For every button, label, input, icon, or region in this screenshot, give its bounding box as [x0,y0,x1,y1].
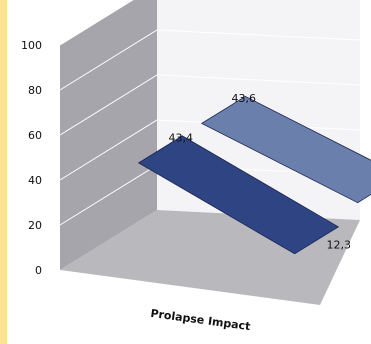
series: 43,617,743,412,3 [137,92,371,255]
y-axis-ticks: 0 20 40 60 80 100 [21,39,42,277]
category-label: Prolapse Impact [150,307,251,333]
y-tick-label: 20 [28,219,42,232]
left-strip [0,0,7,344]
gridline [59,74,361,136]
gridline [59,29,361,91]
y-tick-label: 60 [28,129,42,142]
data-label-start: 43,6 [232,92,256,105]
y-tick-label: 80 [28,84,42,97]
side-wall [60,0,157,270]
gridline [59,0,134,46]
series-ribbon [200,95,371,204]
category-labels: Prolapse Impact [150,307,251,333]
y-tick-label: 40 [28,174,42,187]
series-ribbon [137,135,340,255]
data-label-start: 43,4 [169,131,194,144]
y-tick-label: 100 [21,39,42,52]
y-tick-label: 0 [35,264,42,277]
data-label-end: 12,3 [327,238,352,251]
